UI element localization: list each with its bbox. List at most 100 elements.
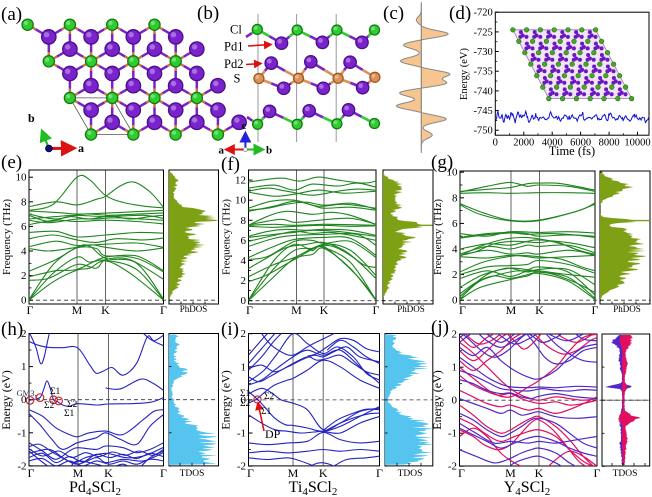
svg-text:Time (fs): Time (fs) [549,144,595,158]
svg-text:Pd2: Pd2 [224,57,243,71]
svg-text:-2: -2 [448,461,457,473]
svg-text:K: K [535,466,544,480]
svg-text:-720: -720 [474,8,493,19]
svg-text:M: M [291,303,302,317]
svg-text:M: M [72,303,83,317]
svg-text:Frequency (THz): Frequency (THz) [221,199,233,275]
svg-text:(i): (i) [221,319,239,340]
svg-text:Σ1: Σ1 [64,409,75,419]
svg-text:1: 1 [241,361,247,373]
svg-text:0: 0 [493,138,498,149]
svg-text:0: 0 [241,295,247,307]
svg-text:b: b [28,111,35,125]
svg-text:2: 2 [452,269,458,281]
svg-text:Ti4SCl2: Ti4SCl2 [289,479,338,497]
svg-text:(c): (c) [383,3,404,24]
svg-text:S: S [234,72,241,86]
svg-text:Γ: Γ [458,466,465,480]
svg-text:K: K [101,303,110,317]
svg-text:K: K [320,303,329,317]
svg-text:Energy (eV): Energy (eV) [430,370,444,429]
svg-text:-735: -735 [474,67,493,78]
svg-text:6: 6 [241,235,247,247]
svg-text:0: 0 [452,395,458,407]
svg-text:8: 8 [21,196,27,208]
svg-text:10000: 10000 [624,138,650,149]
svg-text:0: 0 [452,295,458,307]
svg-text:Γ: Γ [459,303,466,317]
svg-text:2: 2 [452,329,458,341]
svg-text:Energy (eV): Energy (eV) [219,370,233,429]
svg-text:M: M [73,466,84,480]
svg-text:-1: -1 [17,427,26,439]
svg-text:8: 8 [241,215,247,227]
svg-text:K: K [104,466,113,480]
svg-text:b: b [266,145,272,157]
svg-text:Frequency (THz): Frequency (THz) [432,199,444,275]
svg-text:(j): (j) [431,317,449,338]
svg-text:6: 6 [21,221,27,233]
svg-text:M: M [506,303,517,317]
svg-text:(a): (a) [1,4,22,25]
svg-text:-1: -1 [448,428,457,440]
svg-text:1: 1 [452,362,458,374]
svg-text:2: 2 [241,328,247,340]
svg-text:PhDOS: PhDOS [180,304,208,314]
svg-text:K: K [535,303,544,317]
svg-text:2: 2 [241,275,247,287]
svg-text:-750: -750 [474,126,493,137]
svg-text:(b): (b) [197,3,219,24]
svg-text:Γ: Γ [28,466,35,480]
svg-text:Frequency (THz): Frequency (THz) [1,199,13,275]
svg-text:-745: -745 [474,106,493,117]
svg-text:TDOS: TDOS [613,469,638,479]
svg-text:M: M [505,466,516,480]
svg-text:-2: -2 [17,460,26,472]
svg-text:Γ: Γ [247,466,254,480]
svg-text:c: c [242,120,247,132]
svg-text:M: M [288,466,299,480]
svg-text:10: 10 [16,172,28,184]
svg-text:DP: DP [265,427,281,441]
svg-text:TDOS: TDOS [180,469,205,479]
svg-text:(h): (h) [1,319,23,340]
svg-text:2000: 2000 [513,138,534,149]
svg-text:Σ1: Σ1 [50,387,61,397]
svg-text:4: 4 [21,246,27,258]
svg-text:6: 6 [452,218,458,230]
svg-text:-1: -1 [237,428,246,440]
svg-text:1: 1 [21,361,27,373]
svg-text:10: 10 [235,195,247,207]
svg-text:Pd1: Pd1 [224,40,243,54]
svg-text:(f): (f) [221,154,240,175]
svg-text:Σ2: Σ2 [67,400,78,410]
svg-text:Γ: Γ [594,466,601,480]
svg-text:a: a [78,141,84,155]
svg-text:GM3,: GM3, [17,388,37,398]
svg-text:Γ: Γ [160,466,167,480]
svg-text:Y4SCl2: Y4SCl2 [504,479,551,497]
svg-text:0: 0 [241,394,247,406]
svg-text:4: 4 [241,255,247,267]
svg-text:-2: -2 [237,461,246,473]
svg-text:-740: -740 [474,86,493,97]
svg-text:Γ: Γ [246,303,253,317]
svg-text:4000: 4000 [542,138,563,149]
svg-text:Σ2: Σ2 [264,392,275,402]
svg-text:Γ: Γ [376,466,383,480]
svg-text:PhDOS: PhDOS [397,304,425,314]
svg-text:(d): (d) [449,3,471,24]
svg-text:6000: 6000 [570,138,591,149]
svg-text:PhDOS: PhDOS [613,304,641,314]
svg-text:-725: -725 [474,27,493,38]
svg-text:Σ2: Σ2 [44,401,55,411]
svg-text:a: a [219,145,225,157]
svg-text:(e): (e) [1,152,22,173]
svg-text:TDOS: TDOS [398,469,423,479]
svg-text:Γ: Γ [373,303,380,317]
svg-text:2: 2 [21,270,27,282]
svg-text:Γ: Γ [592,303,599,317]
svg-text:Pd4SCl2: Pd4SCl2 [69,479,121,497]
svg-text:Σ1: Σ1 [261,407,272,417]
svg-text:K: K [319,466,328,480]
